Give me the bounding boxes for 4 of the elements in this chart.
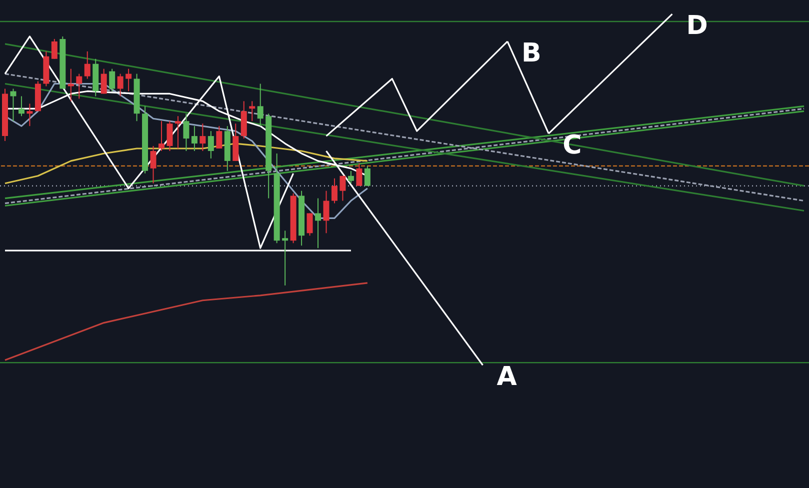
series-label: C [562,130,582,161]
series-label: A [496,362,517,392]
series-label: B [521,38,542,68]
series-label: D [686,11,708,42]
